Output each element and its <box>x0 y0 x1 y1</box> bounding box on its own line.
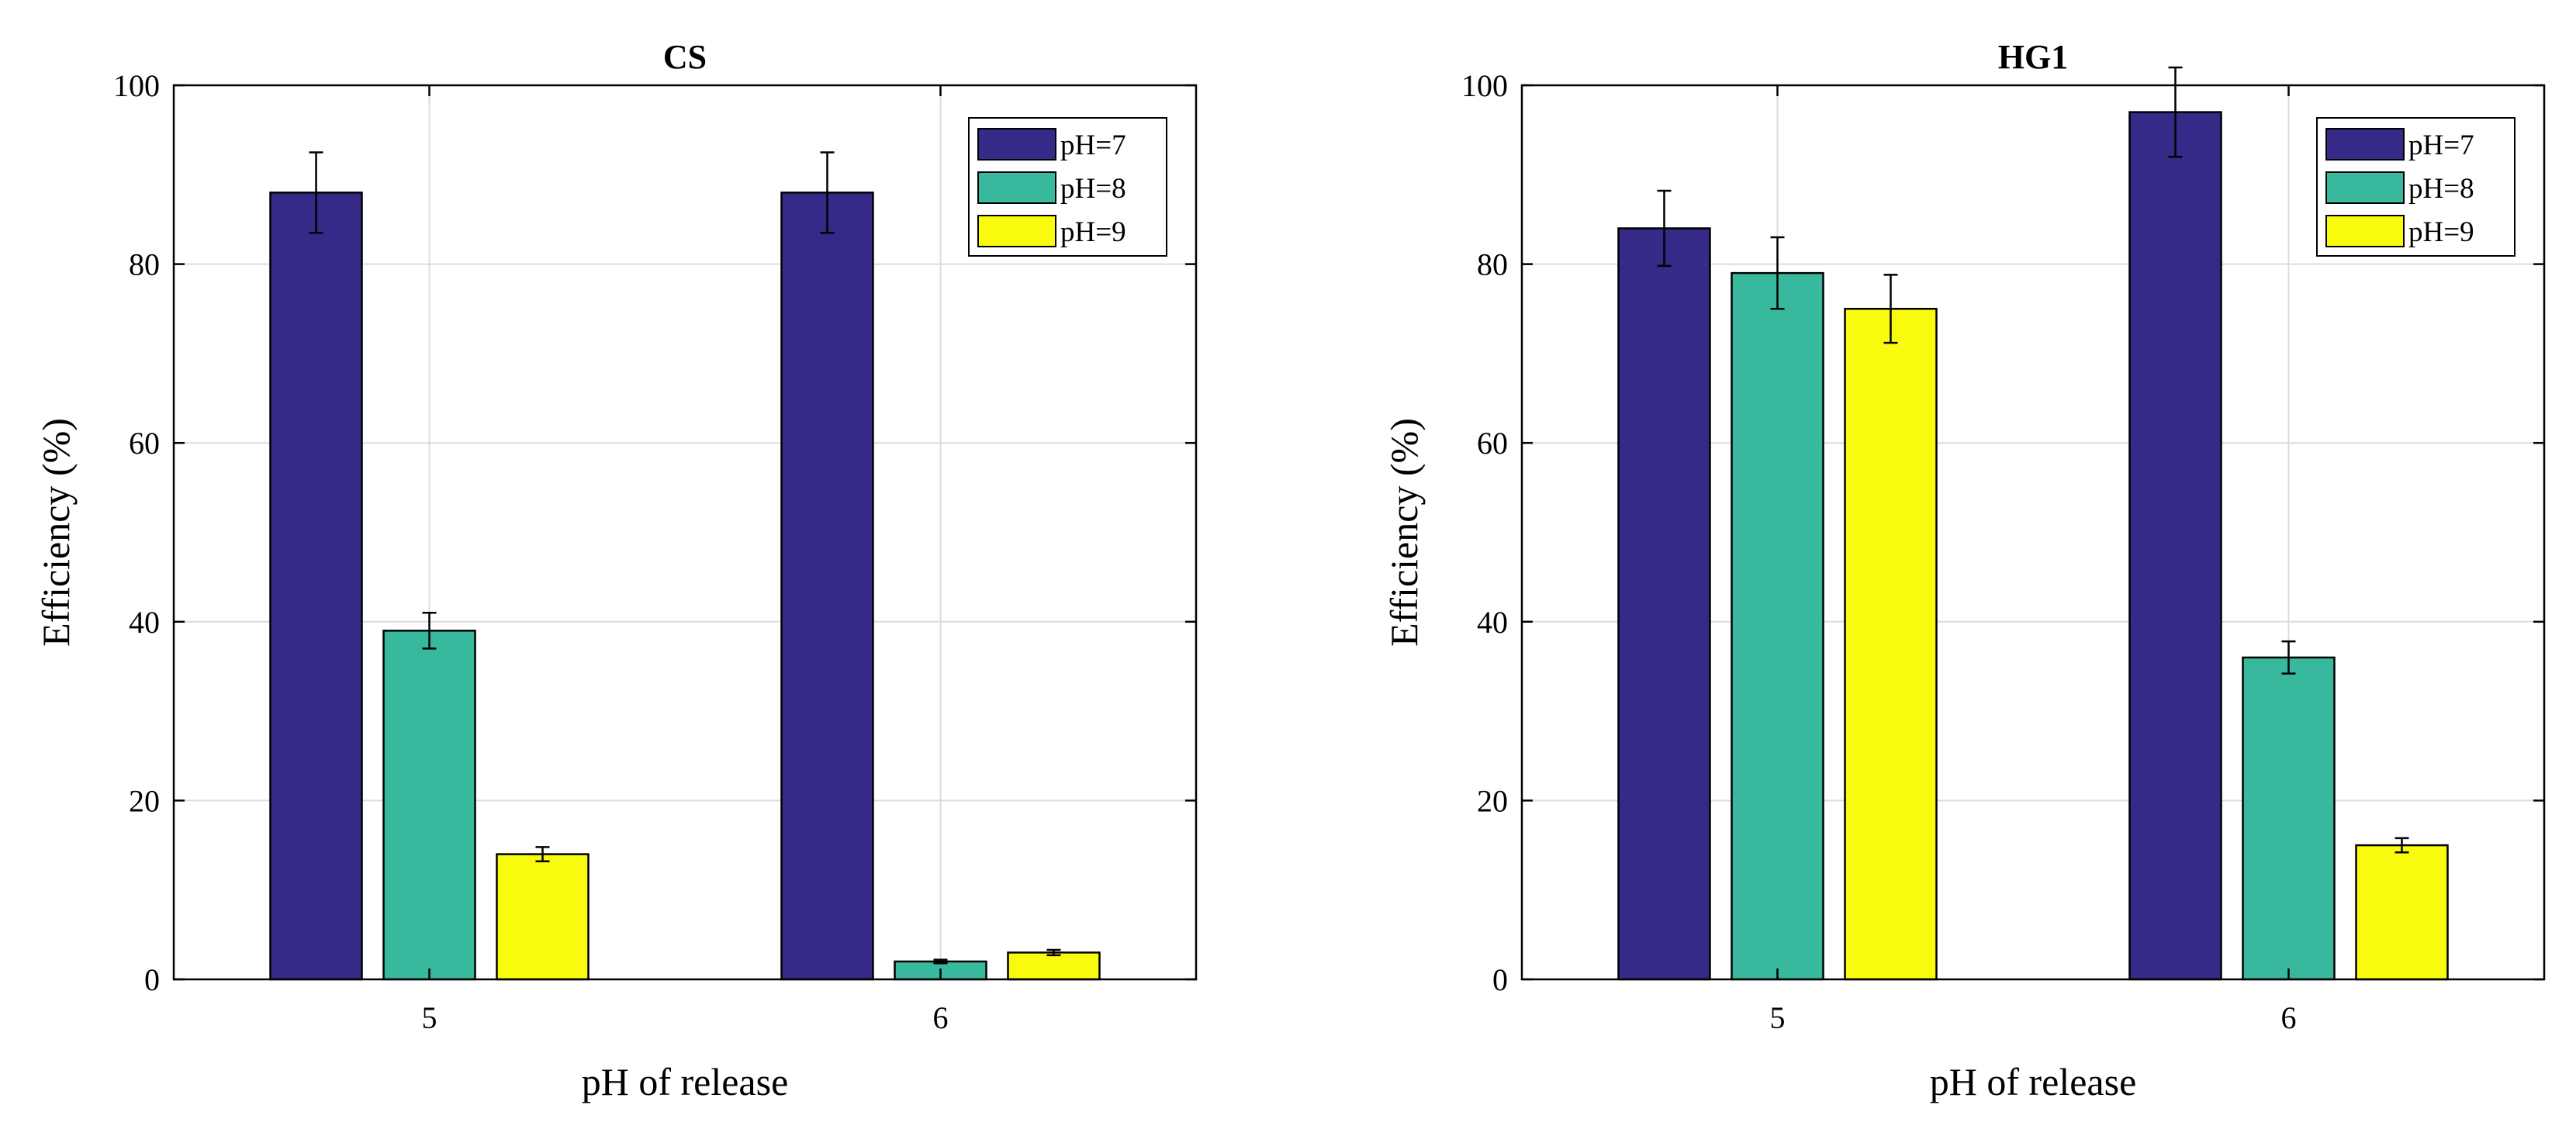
bar-pH9-cat-6 <box>1007 951 1101 981</box>
bars <box>1617 111 2449 981</box>
legend-label-ph7: pH=7 <box>2408 129 2474 161</box>
bars <box>269 192 1101 981</box>
error-bars <box>1657 66 2409 854</box>
x-tick-label: 5 <box>1770 1000 1786 1035</box>
bar-pH7-cat-6 <box>780 192 874 981</box>
legend-label-ph9: pH=9 <box>2408 216 2474 248</box>
bar-pH7-cat-6 <box>2128 111 2222 981</box>
y-tick-label: 0 <box>144 962 160 997</box>
bar-pH9-cat-6 <box>2355 844 2449 981</box>
bar-pH9-cat-5 <box>496 853 590 981</box>
axis-ticks <box>1522 84 2544 981</box>
chart-title: HG1 <box>1998 38 2068 76</box>
legend-label-ph8: pH=8 <box>1060 173 1126 205</box>
y-axis-label: Efficiency (%) <box>34 418 78 647</box>
bar-pH8-cat-5 <box>382 630 476 981</box>
y-tick-label: 60 <box>1477 426 1508 461</box>
legend-label-ph7: pH=7 <box>1060 129 1126 161</box>
y-tick-label: 60 <box>129 426 160 461</box>
axis-ticks <box>174 84 1196 981</box>
y-axis-label: Efficiency (%) <box>1382 418 1426 647</box>
legend: pH=7 pH=8 pH=9 <box>2316 117 2515 257</box>
x-axis-label: pH of release <box>582 1060 789 1103</box>
bar-pH7-cat-5 <box>269 192 363 981</box>
y-tick-label: 100 <box>1461 68 1508 103</box>
chart-title: CS <box>663 38 707 76</box>
x-tick-label: 6 <box>933 1000 949 1035</box>
y-tick-label: 40 <box>1477 605 1508 640</box>
x-tick-label: 6 <box>2281 1000 2297 1035</box>
y-tick-label: 100 <box>113 68 160 103</box>
legend-swatch-ph7 <box>977 128 1056 161</box>
legend-swatch-ph8 <box>2325 171 2405 204</box>
y-tick-label: 0 <box>1492 962 1508 997</box>
bar-pH8-cat-6 <box>2242 656 2336 981</box>
legend-swatch-ph9 <box>2325 215 2405 247</box>
legend-label-ph9: pH=9 <box>1060 216 1126 248</box>
legend-label-ph8: pH=8 <box>2408 173 2474 205</box>
y-tick-label: 40 <box>129 605 160 640</box>
x-axis-label: pH of release <box>1930 1060 2137 1103</box>
bar-pH7-cat-5 <box>1617 227 1711 981</box>
y-tick-labels: 0 20 40 60 80 100 <box>113 68 160 997</box>
y-tick-label: 20 <box>129 783 160 818</box>
y-tick-label: 20 <box>1477 783 1508 818</box>
bar-pH9-cat-5 <box>1844 308 1938 981</box>
legend: pH=7 pH=8 pH=9 <box>968 117 1167 257</box>
y-tick-label: 80 <box>129 247 160 282</box>
error-bars <box>309 151 1061 965</box>
legend-swatch-ph8 <box>977 171 1056 204</box>
legend-swatch-ph7 <box>2325 128 2405 161</box>
plot-frame <box>172 84 1198 981</box>
plot-frame <box>1520 84 2546 981</box>
y-tick-label: 80 <box>1477 247 1508 282</box>
bar-pH8-cat-5 <box>1731 271 1824 981</box>
x-tick-label: 5 <box>422 1000 437 1035</box>
y-tick-labels: 0 20 40 60 80 100 <box>1461 68 1508 997</box>
legend-swatch-ph9 <box>977 215 1056 247</box>
